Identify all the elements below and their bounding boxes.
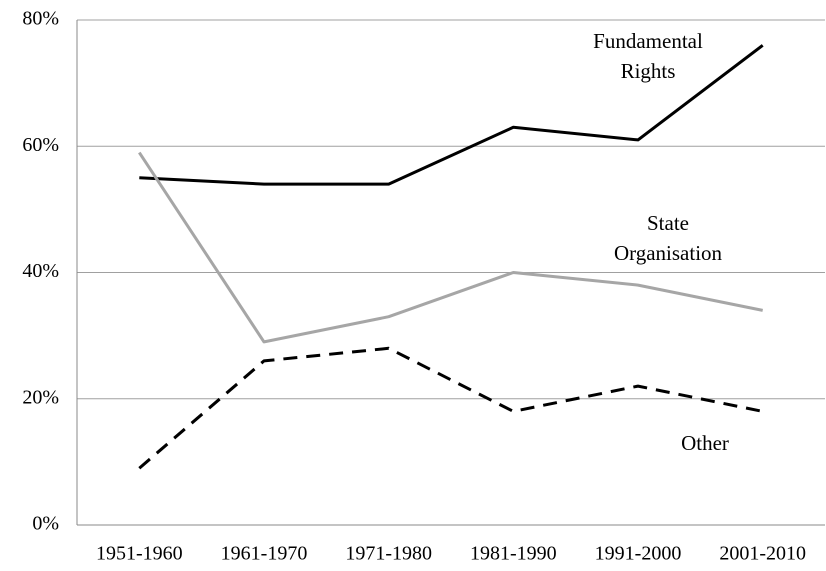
y-tick-label: 20% <box>22 386 59 408</box>
x-tick-label: 1971-1980 <box>345 543 432 565</box>
series-line <box>139 44 764 186</box>
series-line <box>138 346 763 470</box>
x-tick-label: 1981-1990 <box>470 543 557 565</box>
x-tick-label: 1951-1960 <box>96 543 183 565</box>
series-label: State Organisation <box>613 211 723 265</box>
y-tick-label: 60% <box>22 134 59 156</box>
series-label: Other <box>681 431 729 455</box>
x-tick-label: 1961-1970 <box>221 543 308 565</box>
x-tick-label: 2001-2010 <box>719 543 806 565</box>
y-tick-label: 0% <box>32 513 59 535</box>
series-line <box>138 151 763 344</box>
y-tick-label: 80% <box>22 8 59 30</box>
series-label: Fundamental Rights <box>593 29 703 83</box>
y-tick-label: 40% <box>22 260 59 282</box>
x-tick-label: 1991-2000 <box>595 543 682 565</box>
